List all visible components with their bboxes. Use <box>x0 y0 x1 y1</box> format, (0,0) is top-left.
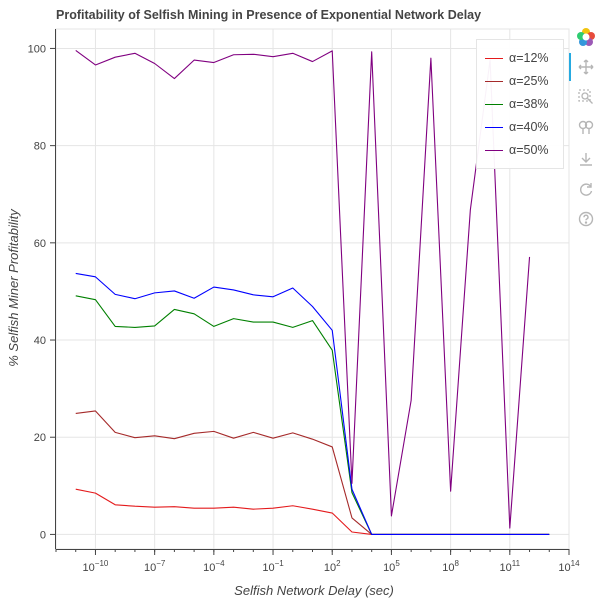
bokeh-logo-icon[interactable] <box>574 25 598 49</box>
box-zoom-icon[interactable] <box>574 85 598 109</box>
legend-swatch <box>485 80 503 82</box>
axes: 0 20 40 60 80 100 10−10 10−7 10−4 10−1 102 105 108 10… <box>28 29 580 574</box>
series-lines <box>75 49 550 535</box>
legend-swatch <box>485 103 503 105</box>
legend-item[interactable]: α=50% <box>485 140 549 160</box>
wheel-zoom-icon[interactable] <box>574 115 598 139</box>
y-tick-label: 0 <box>40 529 46 541</box>
legend-label: α=50% <box>509 143 549 157</box>
legend-swatch <box>485 57 503 59</box>
x-tick-label: 10−4 <box>203 559 225 574</box>
chart-title: Profitability of Selfish Mining in Prese… <box>56 8 482 22</box>
y-tick-label: 20 <box>34 432 46 444</box>
active-tool-indicator <box>569 53 571 81</box>
legend-label: α=12% <box>509 51 549 65</box>
y-tick-label: 100 <box>28 43 46 55</box>
series-line-1 <box>75 410 550 535</box>
legend: α=12% α=25% α=38% α=40% α=50% <box>476 39 564 169</box>
pan-icon[interactable] <box>574 55 598 79</box>
x-tick-label: 10−10 <box>83 559 109 574</box>
y-axis-label: % Selfish Miner Profitability <box>6 208 21 367</box>
legend-label: α=25% <box>509 74 549 88</box>
legend-swatch <box>485 149 503 151</box>
x-axis-label: Selfish Network Delay (sec) <box>234 583 394 598</box>
help-icon[interactable] <box>574 207 598 231</box>
legend-item[interactable]: α=40% <box>485 117 549 137</box>
series-line-4 <box>75 49 531 529</box>
x-tick-label: 102 <box>324 559 341 574</box>
save-icon[interactable] <box>574 147 598 171</box>
y-tick-label: 40 <box>34 335 46 347</box>
legend-item[interactable]: α=38% <box>485 94 549 114</box>
x-tick-label: 105 <box>383 559 400 574</box>
x-tick-label: 10−7 <box>144 559 166 574</box>
legend-item[interactable]: α=25% <box>485 71 549 91</box>
legend-swatch <box>485 126 503 128</box>
reset-icon[interactable] <box>574 177 598 201</box>
legend-label: α=40% <box>509 120 549 134</box>
y-tick-label: 80 <box>34 141 46 153</box>
series-line-0 <box>75 488 550 535</box>
x-tick-label: 1014 <box>558 559 580 574</box>
y-tick-label: 60 <box>34 238 46 250</box>
series-line-3 <box>75 272 550 535</box>
series-line-2 <box>75 295 550 535</box>
x-tick-label: 1011 <box>500 559 521 574</box>
legend-item[interactable]: α=12% <box>485 48 549 68</box>
x-tick-label: 108 <box>442 559 459 574</box>
toolbar <box>569 22 600 262</box>
x-tick-label: 10−1 <box>262 559 284 574</box>
legend-label: α=38% <box>509 97 549 111</box>
